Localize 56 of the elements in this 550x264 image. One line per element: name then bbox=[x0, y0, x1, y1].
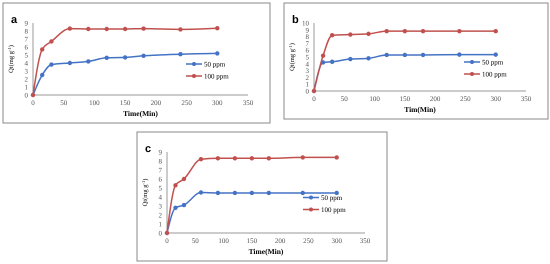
point bbox=[141, 26, 146, 31]
point bbox=[402, 28, 408, 34]
point bbox=[182, 202, 186, 208]
point bbox=[232, 156, 238, 160]
point bbox=[250, 190, 254, 196]
chart-title: a bbox=[11, 14, 18, 26]
point bbox=[40, 72, 44, 78]
point bbox=[122, 55, 128, 60]
point bbox=[104, 26, 109, 32]
chart-title: b bbox=[292, 14, 299, 26]
point bbox=[250, 156, 254, 160]
point bbox=[366, 56, 371, 61]
point bbox=[266, 156, 272, 160]
point bbox=[330, 33, 334, 38]
point bbox=[178, 27, 183, 32]
point bbox=[366, 32, 371, 36]
point bbox=[86, 26, 90, 32]
point bbox=[68, 60, 72, 66]
point bbox=[182, 176, 186, 182]
point bbox=[402, 52, 408, 58]
point bbox=[232, 190, 238, 196]
point bbox=[266, 190, 272, 196]
point bbox=[86, 59, 90, 64]
point bbox=[494, 28, 498, 34]
point bbox=[141, 54, 146, 58]
point bbox=[216, 190, 220, 196]
point bbox=[68, 26, 72, 31]
point bbox=[122, 26, 128, 32]
point bbox=[300, 190, 305, 196]
point bbox=[457, 52, 462, 57]
point bbox=[49, 62, 54, 67]
point bbox=[384, 28, 389, 34]
point bbox=[104, 56, 109, 60]
point bbox=[334, 155, 339, 160]
point bbox=[320, 53, 326, 58]
point bbox=[49, 39, 54, 44]
point bbox=[173, 206, 178, 210]
point bbox=[40, 47, 44, 52]
point bbox=[384, 52, 389, 58]
point bbox=[334, 190, 339, 196]
point bbox=[215, 26, 220, 30]
point bbox=[348, 56, 353, 62]
point bbox=[300, 155, 305, 160]
point bbox=[420, 52, 426, 58]
point bbox=[215, 51, 220, 56]
chart-title: c bbox=[145, 143, 152, 155]
point bbox=[420, 28, 426, 34]
point bbox=[178, 52, 183, 56]
point bbox=[348, 32, 353, 37]
point bbox=[198, 157, 204, 162]
point bbox=[216, 156, 220, 160]
point bbox=[173, 183, 178, 188]
point bbox=[457, 28, 462, 34]
point bbox=[494, 52, 498, 57]
point bbox=[198, 190, 204, 195]
point bbox=[330, 60, 334, 64]
